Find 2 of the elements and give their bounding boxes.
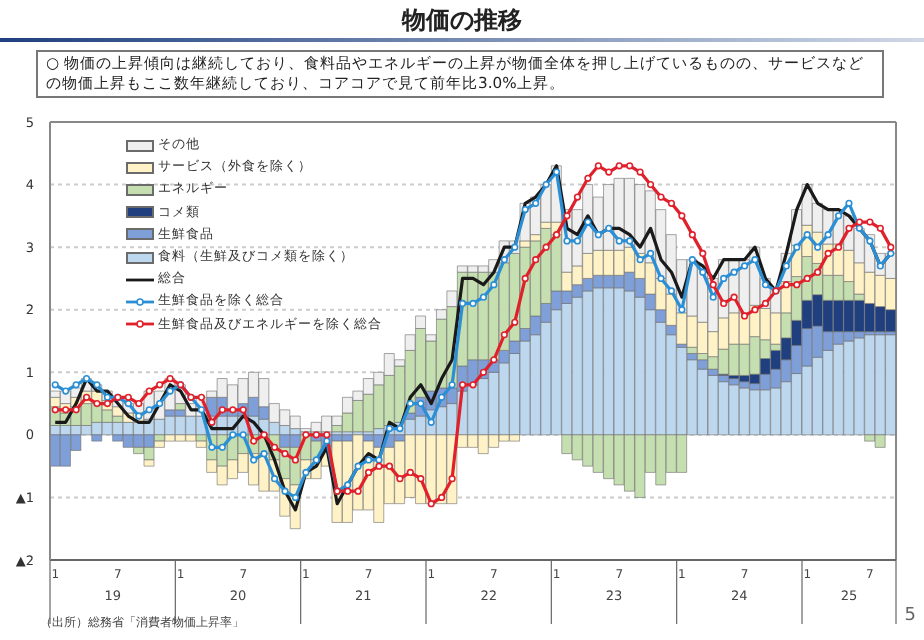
chart-title: 物価の推移 [399,4,524,38]
text: 5 [904,606,916,626]
